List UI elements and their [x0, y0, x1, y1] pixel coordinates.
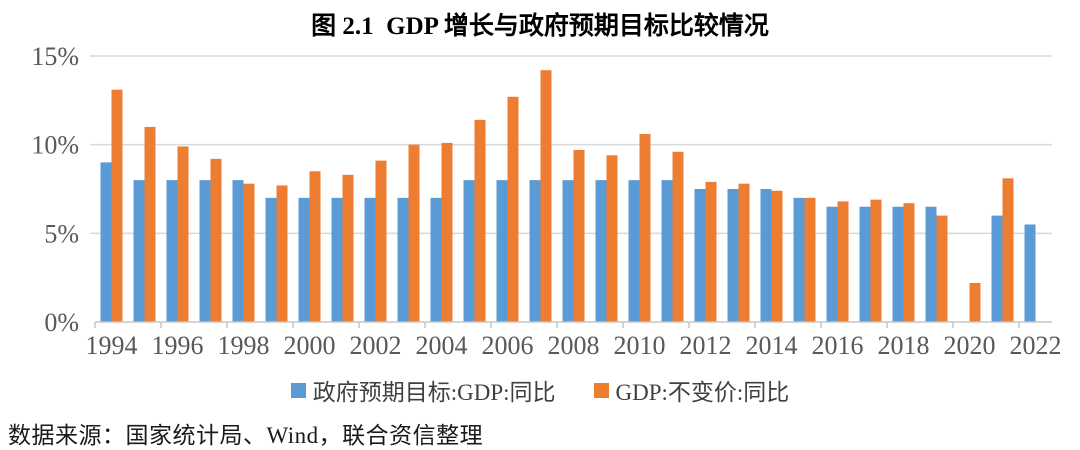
bar-actual-2021: [1002, 178, 1014, 322]
bar-actual-1996: [177, 146, 189, 322]
bar-actual-2011: [672, 151, 684, 322]
bar-target-2021: [991, 215, 1003, 322]
x-axis-label-2004: 2004: [416, 331, 468, 360]
bar-actual-2006: [507, 96, 519, 322]
bar-target-2008: [562, 180, 574, 322]
bar-target-2007: [529, 180, 541, 322]
bar-target-2010: [628, 180, 640, 322]
x-axis-label-2016: 2016: [812, 331, 864, 360]
chart-title: 图 2.1 GDP 增长与政府预期目标比较情况: [311, 13, 769, 40]
x-axis-label-1998: 1998: [218, 331, 270, 360]
legend-item-actual: GDP:不变价:同比: [593, 373, 790, 407]
x-axis-label-2000: 2000: [284, 331, 336, 360]
x-axis-label-2008: 2008: [548, 331, 600, 360]
bar-actual-2004: [441, 142, 453, 322]
bar-actual-2000: [309, 171, 321, 322]
x-axis-label-2002: 2002: [350, 331, 402, 360]
legend-label-actual: GDP:不变价:同比: [615, 380, 790, 405]
bar-target-2014: [760, 189, 772, 322]
bar-target-2013: [727, 189, 739, 322]
bar-target-2012: [694, 189, 706, 322]
bar-target-2016: [826, 206, 838, 322]
bar-actual-1997: [210, 158, 222, 322]
bar-actual-2012: [705, 181, 717, 322]
legend-item-target: 政府预期目标:GDP:同比: [290, 373, 556, 407]
bar-target-1994: [100, 162, 112, 322]
bar-target-2019: [925, 206, 937, 322]
bar-actual-2013: [738, 183, 750, 322]
bar-actual-2015: [804, 197, 816, 322]
bar-target-1996: [166, 180, 178, 322]
bar-target-1999: [265, 197, 277, 322]
chart-legend: 政府预期目标:GDP:同比 GDP:不变价:同比: [0, 373, 1080, 407]
y-axis-label-0pct: 0%: [44, 308, 79, 337]
bar-target-2001: [331, 197, 343, 322]
bar-target-2015: [793, 197, 805, 322]
legend-label-target: 政府预期目标:GDP:同比: [312, 380, 556, 405]
bar-target-1995: [133, 180, 145, 322]
legend-swatch-target-icon: [290, 382, 306, 398]
bar-target-2018: [892, 206, 904, 322]
bar-actual-2020: [969, 282, 981, 322]
y-axis-label-15pct: 15%: [31, 42, 79, 71]
bar-actual-2008: [573, 149, 585, 322]
bar-actual-2018: [903, 203, 915, 322]
x-axis-label-1996: 1996: [152, 331, 204, 360]
bar-actual-2001: [342, 174, 354, 322]
y-axis-label-10pct: 10%: [31, 131, 79, 160]
bar-actual-2007: [540, 70, 552, 322]
bar-actual-1995: [144, 126, 156, 322]
bar-actual-2014: [771, 190, 783, 322]
bar-target-2000: [298, 197, 310, 322]
bar-target-2022: [1024, 224, 1036, 322]
bar-target-2017: [859, 206, 871, 322]
x-axis-label-2020: 2020: [944, 331, 996, 360]
bar-target-2005: [463, 180, 475, 322]
bar-target-2011: [661, 180, 673, 322]
x-axis-label-2006: 2006: [482, 331, 534, 360]
bar-actual-2016: [837, 201, 849, 322]
bar-chart-plot: 0% 5% 10% 15% 1994 1996 1998 2000 2002 2004 2006 20…: [31, 42, 1062, 360]
bar-actual-2019: [936, 215, 948, 322]
bar-target-2004: [430, 197, 442, 322]
bar-actual-2009: [606, 155, 618, 322]
source-note: 数据来源：国家统计局、Wind，联合资信整理: [8, 423, 484, 448]
bar-target-1997: [199, 180, 211, 322]
bar-target-2006: [496, 180, 508, 322]
bar-target-1998: [232, 180, 244, 322]
bar-actual-2010: [639, 134, 651, 322]
bar-actual-2002: [375, 160, 387, 322]
bar-target-2003: [397, 197, 409, 322]
bar-target-2009: [595, 180, 607, 322]
x-axis-label-2022: 2022: [1010, 331, 1062, 360]
x-axis-label-2012: 2012: [680, 331, 732, 360]
bar-actual-1994: [111, 89, 123, 323]
bar-actual-1999: [276, 185, 288, 322]
x-axis-label-2014: 2014: [746, 331, 798, 360]
x-axis-label-1994: 1994: [86, 331, 138, 360]
bar-target-2002: [364, 197, 376, 322]
x-axis-label-2010: 2010: [614, 331, 666, 360]
bar-actual-1998: [243, 183, 255, 322]
y-axis-label-5pct: 5%: [44, 219, 79, 248]
bar-actual-2017: [870, 199, 882, 322]
bar-actual-2003: [408, 144, 420, 322]
bar-actual-2005: [474, 119, 486, 322]
legend-swatch-actual-icon: [593, 382, 609, 398]
x-axis-label-2018: 2018: [878, 331, 930, 360]
